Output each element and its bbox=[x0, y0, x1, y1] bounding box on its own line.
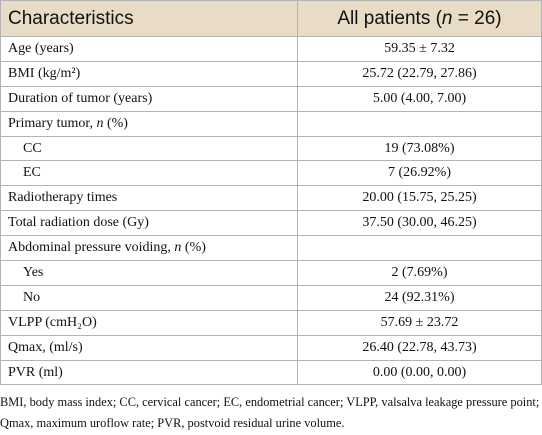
row-label: Total radiation dose (Gy) bbox=[0, 210, 298, 237]
table-row: Primary tumor, n (%) bbox=[0, 110, 542, 137]
row-value: 25.72 (22.79, 27.86) bbox=[297, 60, 542, 87]
row-label: Primary tumor, n (%) bbox=[0, 110, 298, 137]
italic-text: n bbox=[441, 7, 453, 29]
text-span: Primary tumor, bbox=[8, 115, 97, 131]
row-label: Yes bbox=[0, 260, 298, 286]
row-value: 2 (7.69%) bbox=[297, 260, 542, 286]
table-row: PVR (ml) 0.00 (0.00, 0.00) bbox=[0, 359, 542, 386]
table-row: BMI (kg/m²) 25.72 (22.79, 27.86) bbox=[0, 60, 542, 87]
table-row: Abdominal pressure voiding, n (%) bbox=[0, 235, 542, 262]
row-value bbox=[297, 110, 542, 137]
row-value: 59.35 ± 7.32 bbox=[297, 36, 542, 62]
header-cell: All patients (n = 26) bbox=[297, 0, 542, 37]
table-row: Age (years) 59.35 ± 7.32 bbox=[0, 36, 542, 62]
row-value: 20.00 (15.75, 25.25) bbox=[297, 185, 542, 212]
text-span: (%) bbox=[103, 115, 128, 131]
row-label: No bbox=[0, 284, 298, 311]
text-span: (%) bbox=[181, 240, 206, 256]
row-value: 19 (73.08%) bbox=[297, 135, 542, 162]
header-row: Characteristics All patients (n = 26) bbox=[0, 0, 542, 37]
row-value bbox=[297, 235, 542, 262]
row-label: Duration of tumor (years) bbox=[0, 85, 298, 112]
row-label: Abdominal pressure voiding, n (%) bbox=[0, 235, 298, 262]
row-label: VLPP (cmH₂O) bbox=[0, 309, 298, 336]
italic-text: n bbox=[174, 240, 182, 256]
row-label: Qmax, (ml/s) bbox=[0, 334, 298, 361]
header-cell: Characteristics bbox=[0, 0, 298, 37]
table-row: Radiotherapy times 20.00 (15.75, 25.25) bbox=[0, 185, 542, 212]
row-value: 7 (26.92%) bbox=[297, 160, 542, 187]
table-body: Age (years) 59.35 ± 7.32 BMI (kg/m²) 25.72 … bbox=[0, 36, 542, 386]
table-row: CC 19 (73.08%) bbox=[0, 135, 542, 162]
row-value: 57.69 ± 23.72 bbox=[297, 309, 542, 336]
table: Characteristics All patients (n = 26) Age… bbox=[0, 0, 542, 386]
table-row: VLPP (cmH₂O) 57.69 ± 23.72 bbox=[0, 309, 542, 336]
table-row: Duration of tumor (years) 5.00 (4.00, 7.0… bbox=[0, 85, 542, 112]
table-row: Total radiation dose (Gy) 37.50 (30.00, 4… bbox=[0, 210, 542, 237]
italic-text: n bbox=[96, 115, 104, 131]
row-value: 5.00 (4.00, 7.00) bbox=[297, 85, 542, 112]
table-row: Qmax, (ml/s) 26.40 (22.78, 43.73) bbox=[0, 334, 542, 361]
row-label: BMI (kg/m²) bbox=[0, 60, 298, 87]
row-value: 0.00 (0.00, 0.00) bbox=[297, 359, 542, 386]
table-row: Yes 2 (7.69%) bbox=[0, 260, 542, 286]
table-row: No 24 (92.31%) bbox=[0, 284, 542, 311]
text-span: All patients ( bbox=[337, 7, 442, 29]
table-row: EC 7 (26.92%) bbox=[0, 160, 542, 187]
footnote: BMI, body mass index; CC, cervical cance… bbox=[0, 395, 540, 430]
text-span: Abdominal pressure voiding, bbox=[8, 240, 175, 256]
row-label: Age (years) bbox=[0, 36, 298, 62]
row-label: EC bbox=[0, 160, 298, 187]
row-value: 24 (92.31%) bbox=[297, 284, 542, 311]
row-label: CC bbox=[0, 135, 298, 162]
row-value: 37.50 (30.00, 46.25) bbox=[297, 210, 542, 237]
row-label: PVR (ml) bbox=[0, 359, 298, 386]
text-span: = 26) bbox=[452, 7, 502, 29]
row-value: 26.40 (22.78, 43.73) bbox=[297, 334, 542, 361]
row-label: Radiotherapy times bbox=[0, 185, 298, 212]
